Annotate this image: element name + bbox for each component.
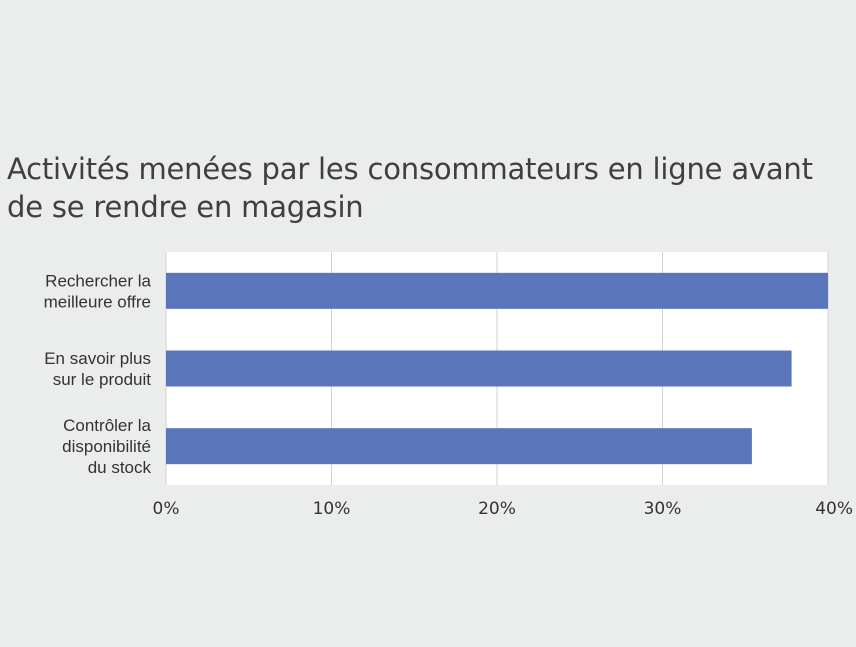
category-label-2: Contrôler la disponibilité du stock — [62, 416, 151, 477]
category-label-2-line-1: disponibilité — [62, 437, 151, 456]
category-label-1-line-0: En savoir plus — [44, 349, 151, 368]
x-tick-label-3: 30% — [644, 499, 682, 519]
category-label-2-line-2: du stock — [88, 458, 152, 477]
category-label-1: En savoir plus sur le produit — [44, 349, 151, 389]
x-tick-label-1: 10% — [313, 499, 351, 519]
category-label-0-line-0: Rechercher la — [45, 271, 151, 290]
x-tick-label-2: 20% — [478, 499, 516, 519]
bar-1 — [166, 350, 792, 387]
category-label-0: Rechercher la meilleure offre — [44, 271, 152, 311]
chart-title-line-2: de se rendre en magasin — [7, 190, 364, 224]
chart-title-line-1: Activités menées par les consommateurs e… — [7, 152, 813, 186]
category-label-1-line-1: sur le produit — [53, 370, 152, 389]
bar-0 — [166, 272, 828, 309]
x-tick-label-0: 0% — [153, 499, 180, 519]
bar-2 — [166, 428, 752, 465]
category-label-2-line-0: Contrôler la — [63, 416, 151, 435]
category-label-0-line-1: meilleure offre — [44, 292, 151, 311]
chart-title: Activités menées par les consommateurs e… — [7, 150, 847, 226]
x-tick-label-4: 40% — [815, 499, 853, 519]
